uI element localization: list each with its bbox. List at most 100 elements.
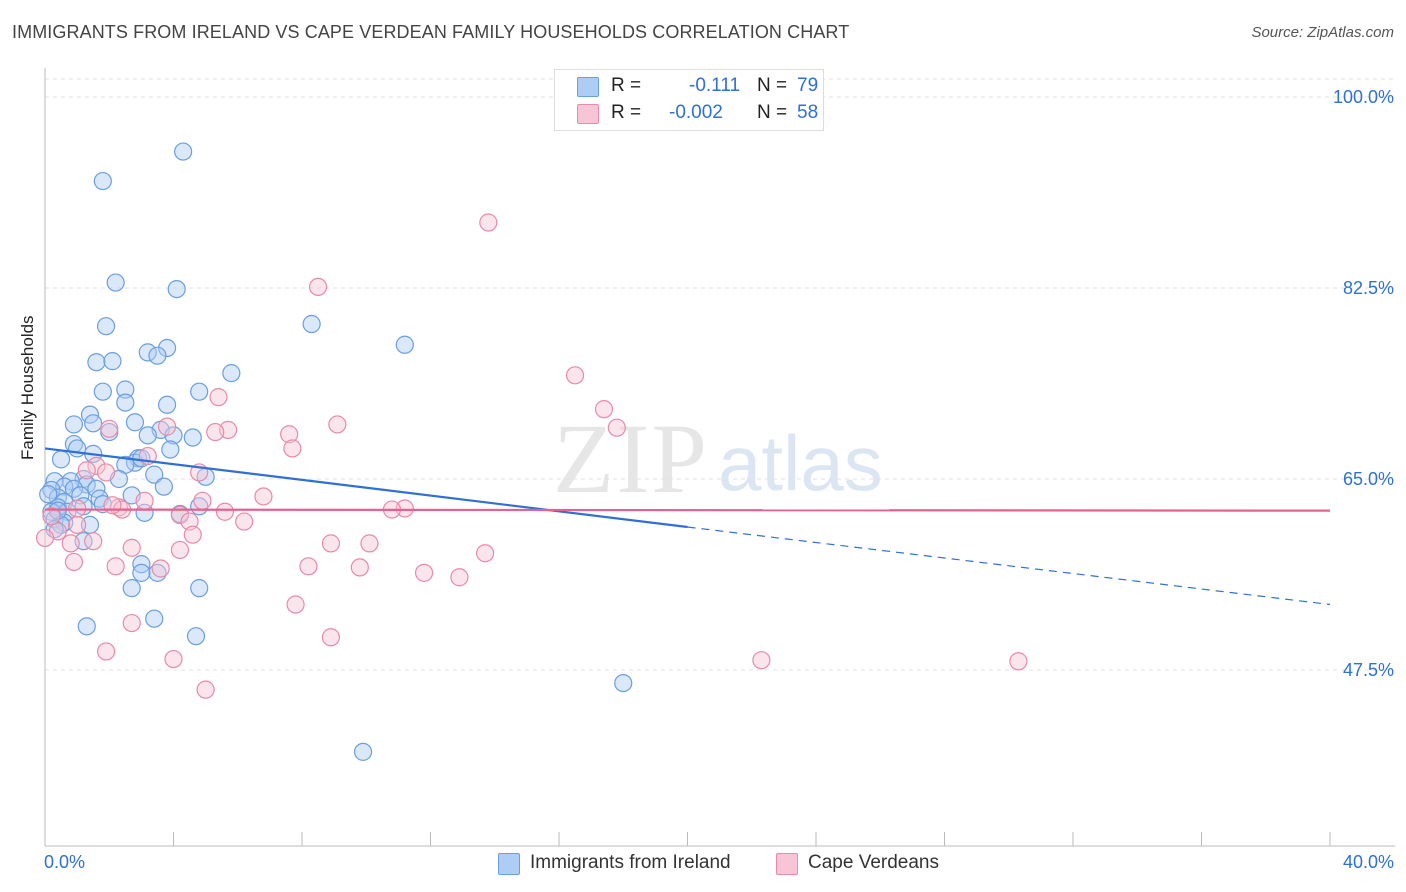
cape-verdean-point-49 (96, 642, 116, 661)
legend-swatch-cape-verdean (776, 853, 798, 875)
stats-box: R = -0.111 N = 79 R = -0.002 N = 58 (554, 69, 824, 131)
ireland-point-45 (154, 477, 173, 496)
ireland-point-8 (103, 352, 122, 371)
cape-verdean-point-7 (607, 418, 626, 437)
ireland-point-12 (222, 364, 241, 383)
swatch-cape-verdean (577, 104, 599, 124)
swatch-ireland (577, 77, 599, 97)
ireland-point-20 (84, 414, 103, 433)
gridlines (45, 78, 1395, 671)
cape-verdean-point-28 (68, 515, 87, 534)
cape-verdean-point-44 (414, 563, 434, 582)
n-value: 58 (797, 102, 819, 123)
ireland-point-6 (96, 317, 116, 336)
ireland-point-69 (132, 563, 151, 582)
cape-verdean-point-48 (321, 628, 341, 647)
series-ireland (39, 142, 633, 761)
source-credit: Source: ZipAtlas.com (1251, 24, 1394, 41)
trend-line-ireland-projection (687, 526, 1331, 606)
ireland-point-13 (116, 380, 135, 399)
r-value: -0.002 (669, 102, 723, 123)
cape-verdean-point-1 (308, 277, 328, 297)
cape-verdean-point-9 (157, 417, 177, 436)
cape-verdean-point-42 (299, 557, 318, 576)
x-tick-max: 40.0% (1342, 852, 1394, 872)
cape-verdean-point-39 (64, 552, 84, 572)
axes (44, 68, 1395, 847)
cape-verdean-point-34 (122, 538, 141, 557)
ireland-point-47 (87, 479, 106, 498)
ireland-point-26 (183, 428, 202, 447)
ireland-point-70 (190, 579, 209, 598)
r-value: -0.111 (689, 75, 741, 96)
cape-verdean-point-29 (183, 525, 202, 544)
x-tick-min: 0.0% (44, 852, 86, 872)
cape-verdean-point-15 (96, 463, 116, 482)
ireland-point-16 (116, 393, 135, 412)
cape-verdean-point-53 (196, 680, 215, 699)
ireland-point-19 (64, 415, 84, 434)
series-cape-verdean (35, 213, 1028, 699)
cape-verdean-point-43 (350, 558, 369, 577)
legend-swatch-ireland (498, 853, 520, 875)
watermark: ZIP atlas (553, 403, 883, 514)
cape-verdean-point-51 (752, 651, 771, 670)
y-tick-82-5: 82.5% (1342, 278, 1394, 298)
legend-label-cape-verdean: Cape Verdeans (808, 852, 939, 873)
cape-verdean-point-57 (215, 502, 234, 521)
ireland-point-4 (302, 314, 321, 334)
cape-verdean-point-5 (328, 415, 347, 434)
ireland-point-36 (145, 465, 164, 484)
ireland-point-77 (39, 485, 58, 504)
ireland-point-3 (167, 279, 186, 299)
cape-verdean-point-31 (35, 528, 55, 548)
cape-verdean-point-36 (360, 534, 379, 553)
ireland-point-11 (148, 346, 167, 365)
ireland-point-24 (138, 426, 157, 445)
watermark-zip: ZIP (553, 403, 709, 514)
ireland-point-1 (93, 171, 112, 191)
cape-verdean-point-32 (61, 534, 80, 553)
cape-verdean-point-26 (235, 512, 254, 531)
trend-lines (44, 447, 1331, 606)
cape-verdean-point-41 (151, 559, 170, 578)
y-tick-47-5: 47.5% (1342, 660, 1394, 680)
cape-verdean-point-52 (1009, 652, 1028, 671)
ireland-point-17 (157, 395, 177, 414)
ireland-point-5 (395, 335, 414, 354)
cape-verdean-point-2 (565, 366, 585, 385)
cape-verdean-point-56 (103, 496, 122, 515)
cape-verdean-point-10 (206, 422, 225, 442)
cape-verdean-point-0 (479, 213, 498, 232)
ireland-point-76 (353, 742, 373, 761)
cape-verdean-point-55 (42, 507, 61, 526)
ireland-point-14 (93, 382, 112, 401)
ireland-point-74 (186, 627, 206, 646)
ireland-point-0 (174, 142, 193, 161)
ireland-point-9 (138, 343, 157, 362)
trend-line-ireland (44, 447, 688, 529)
ireland-point-28 (68, 439, 87, 458)
ireland-point-72 (145, 609, 164, 628)
y-axis-label: Family Households (18, 315, 37, 460)
cape-verdean-point-3 (594, 400, 614, 419)
ireland-point-29 (161, 440, 180, 459)
cape-verdean-point-4 (209, 388, 228, 407)
legend-label-ireland: Immigrants from Ireland (530, 852, 731, 873)
trend-line-cape-verdean (44, 508, 1331, 512)
r-label: R = (611, 102, 642, 123)
ireland-point-71 (122, 579, 141, 598)
cape-verdean-point-24 (395, 499, 414, 518)
ireland-point-7 (87, 353, 106, 372)
y-tick-65: 65.0% (1342, 469, 1394, 489)
ireland-point-73 (77, 617, 96, 636)
n-value: 79 (797, 75, 819, 96)
ireland-point-75 (614, 673, 633, 693)
cape-verdean-point-47 (122, 613, 141, 633)
cape-verdean-point-20 (193, 491, 212, 510)
ireland-point-44 (64, 479, 84, 498)
r-label: R = (611, 75, 642, 96)
cape-verdean-point-33 (84, 532, 103, 551)
cape-verdean-point-16 (77, 461, 96, 480)
